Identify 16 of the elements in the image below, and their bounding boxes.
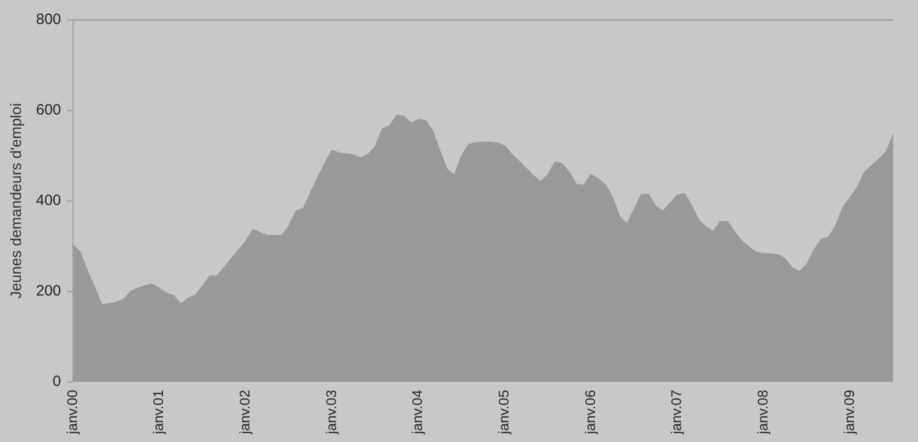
- y-tick-label: 600: [36, 102, 62, 119]
- x-tick-label: janv.01: [150, 390, 166, 436]
- x-tick-label: janv.00: [64, 390, 80, 436]
- x-tick-label: janv.09: [840, 390, 857, 436]
- x-tick-label: janv.06: [582, 390, 598, 436]
- x-tick-label: janv.05: [496, 390, 512, 436]
- y-tick-label: 400: [36, 192, 62, 210]
- y-tick-label: 0: [52, 373, 62, 390]
- x-tick-label: janv.04: [409, 390, 426, 436]
- y-axis-title: Jeunes demandeurs d'emploi: [8, 103, 26, 299]
- y-tick-label: 800: [36, 11, 62, 28]
- x-tick-label: janv.03: [322, 390, 339, 436]
- x-tick-label: janv.08: [754, 390, 771, 436]
- y-tick-label: 200: [36, 282, 62, 300]
- x-tick-label: janv.07: [668, 390, 684, 436]
- x-tick-label: janv.02: [236, 390, 253, 436]
